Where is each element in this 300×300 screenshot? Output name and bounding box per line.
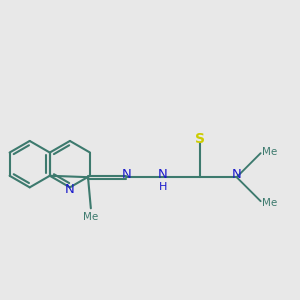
Text: N: N: [122, 168, 131, 182]
Text: S: S: [195, 132, 205, 146]
Text: N: N: [232, 168, 242, 182]
Text: H: H: [159, 182, 167, 192]
Text: Me: Me: [83, 212, 98, 222]
Text: Me: Me: [262, 147, 277, 157]
Text: N: N: [158, 168, 168, 181]
Text: Me: Me: [262, 198, 277, 208]
Text: N: N: [65, 183, 75, 196]
